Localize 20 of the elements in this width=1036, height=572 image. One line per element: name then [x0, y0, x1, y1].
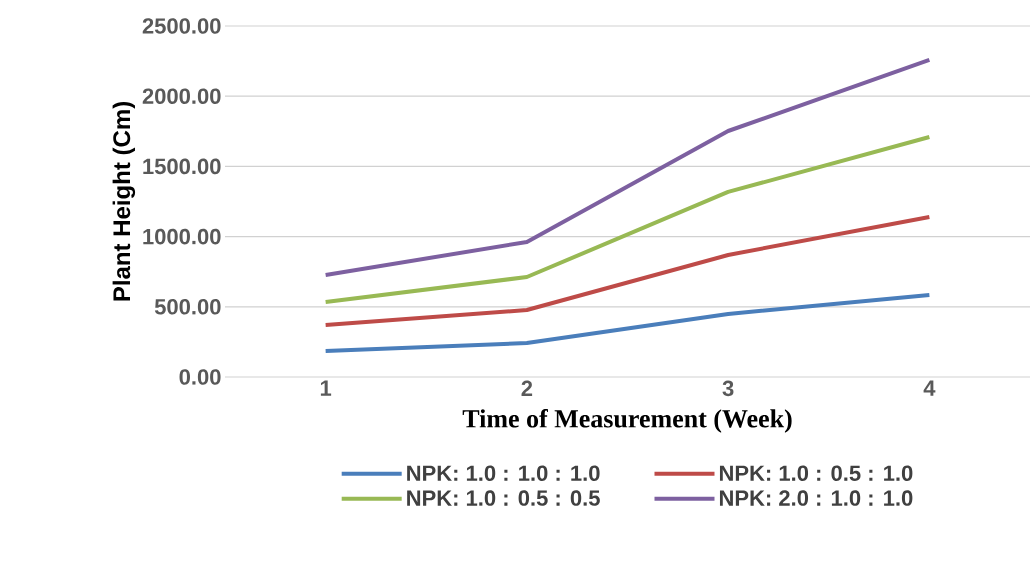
y-tick-label: 0.00: [179, 369, 221, 385]
x-tick-label: 3: [722, 380, 734, 397]
legend-label: NPK: 2.0 : 1.0 : 1.0: [719, 490, 913, 506]
legend-label: NPK: 1.0 : 0.5 : 0.5: [407, 490, 600, 506]
legend-label: NPK: 1.0 : 1.0 : 1.0: [407, 465, 600, 482]
y-tick-label: 500.00: [154, 298, 221, 315]
legend-label: NPK: 1.0 : 0.5 : 1.0: [719, 465, 913, 482]
y-tick-label: 1000.00: [143, 228, 221, 245]
y-tick-label: 2000.00: [142, 88, 221, 104]
y-tick-label: 1500.00: [143, 158, 221, 175]
x-axis-title: Time of Measurement (Week): [462, 409, 792, 433]
x-tick-label: 1: [320, 380, 332, 396]
line-series: [323, 214, 932, 328]
x-tick-label: 4: [923, 380, 936, 396]
x-tick-label: 2: [521, 380, 533, 396]
line-series: [323, 57, 932, 278]
line-series: [323, 135, 932, 305]
line-series: [323, 292, 932, 354]
y-tick-label: 2500.00: [142, 18, 221, 34]
y-axis-title: Plant Height (Cm): [112, 102, 136, 301]
